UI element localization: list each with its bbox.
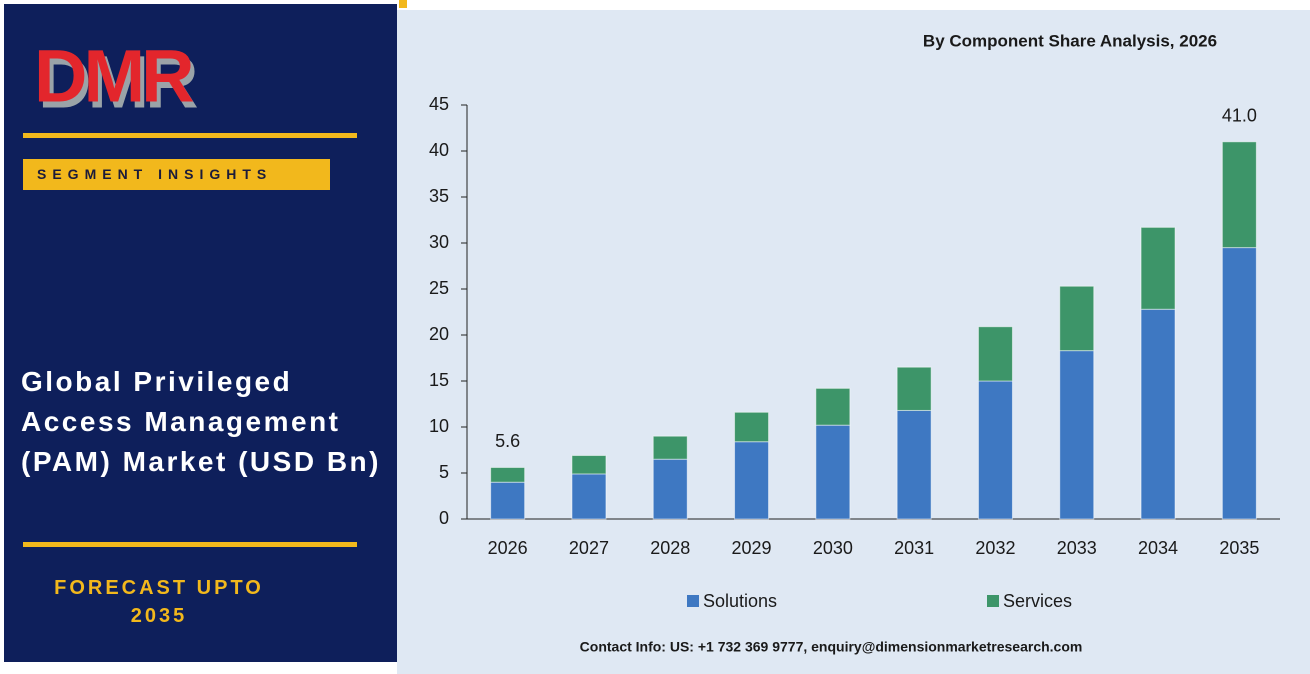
y-tick-label: 35 [429,186,449,206]
x-tick-label: 2027 [569,538,609,558]
legend-label: Solutions [703,591,777,611]
legend-swatch [987,595,999,607]
bar-segment [571,473,607,520]
total-label: 5.6 [495,431,520,451]
chart: By Component Share Analysis, 2026 Contac… [429,31,1280,655]
chart-title: By Component Share Analysis, 2026 [923,31,1217,50]
bar-segment [734,441,770,520]
bar-segment [1140,226,1176,310]
x-tick-label: 2033 [1057,538,1097,558]
x-tick-label: 2026 [488,538,528,558]
divider [23,542,357,547]
bar-segment [1221,247,1257,520]
total-label: 41.0 [1222,106,1257,126]
x-tick-label: 2034 [1138,538,1178,558]
bar-segment [977,326,1013,382]
bar-segment [896,366,932,411]
forecast-label: FORECAST UPTO 2035 [54,577,264,627]
y-tick-label: 40 [429,140,449,160]
bar-segment [1221,141,1257,249]
x-tick-label: 2031 [894,538,934,558]
divider [23,133,357,138]
x-tick-label: 2028 [650,538,690,558]
bar-segment [490,481,526,520]
legend-label: Services [1003,591,1072,611]
y-tick-label: 10 [429,416,449,436]
bar-segment [1059,350,1095,520]
bar-segment [815,387,851,426]
logo-text: DMR [34,35,193,118]
y-tick-label: 0 [439,508,449,528]
x-tick-label: 2035 [1219,538,1259,558]
x-tick-label: 2029 [732,538,772,558]
bar-segment [652,435,688,460]
bar-segment [896,409,932,520]
y-tick-label: 5 [439,462,449,482]
y-tick-label: 30 [429,232,449,252]
x-tick-label: 2030 [813,538,853,558]
bar-segment [1140,308,1176,520]
bar-segment [652,458,688,520]
y-tick-label: 20 [429,324,449,344]
y-tick-label: 45 [429,94,449,114]
bar-segment [977,380,1013,520]
bar-segment [815,424,851,520]
bar-segment [571,455,607,475]
x-tick-label: 2032 [975,538,1015,558]
contact-info: Contact Info: US: +1 732 369 9777, enqui… [580,639,1083,655]
y-tick-label: 15 [429,370,449,390]
legend-swatch [687,595,699,607]
bar-segment [1059,285,1095,352]
y-tick-label: 25 [429,278,449,298]
logo: DMR DMR [34,35,201,122]
segment-label: SEGMENT INSIGHTS [23,159,330,190]
report-title: Global Privileged Access Management (PAM… [21,366,381,477]
logo-shadow: DMR [38,41,197,122]
bar-segment [734,411,770,443]
sidebar: DMR DMR SEGMENT INSIGHTS Global Privileg… [4,4,397,662]
accent [399,0,407,8]
bar-segment [490,466,526,483]
